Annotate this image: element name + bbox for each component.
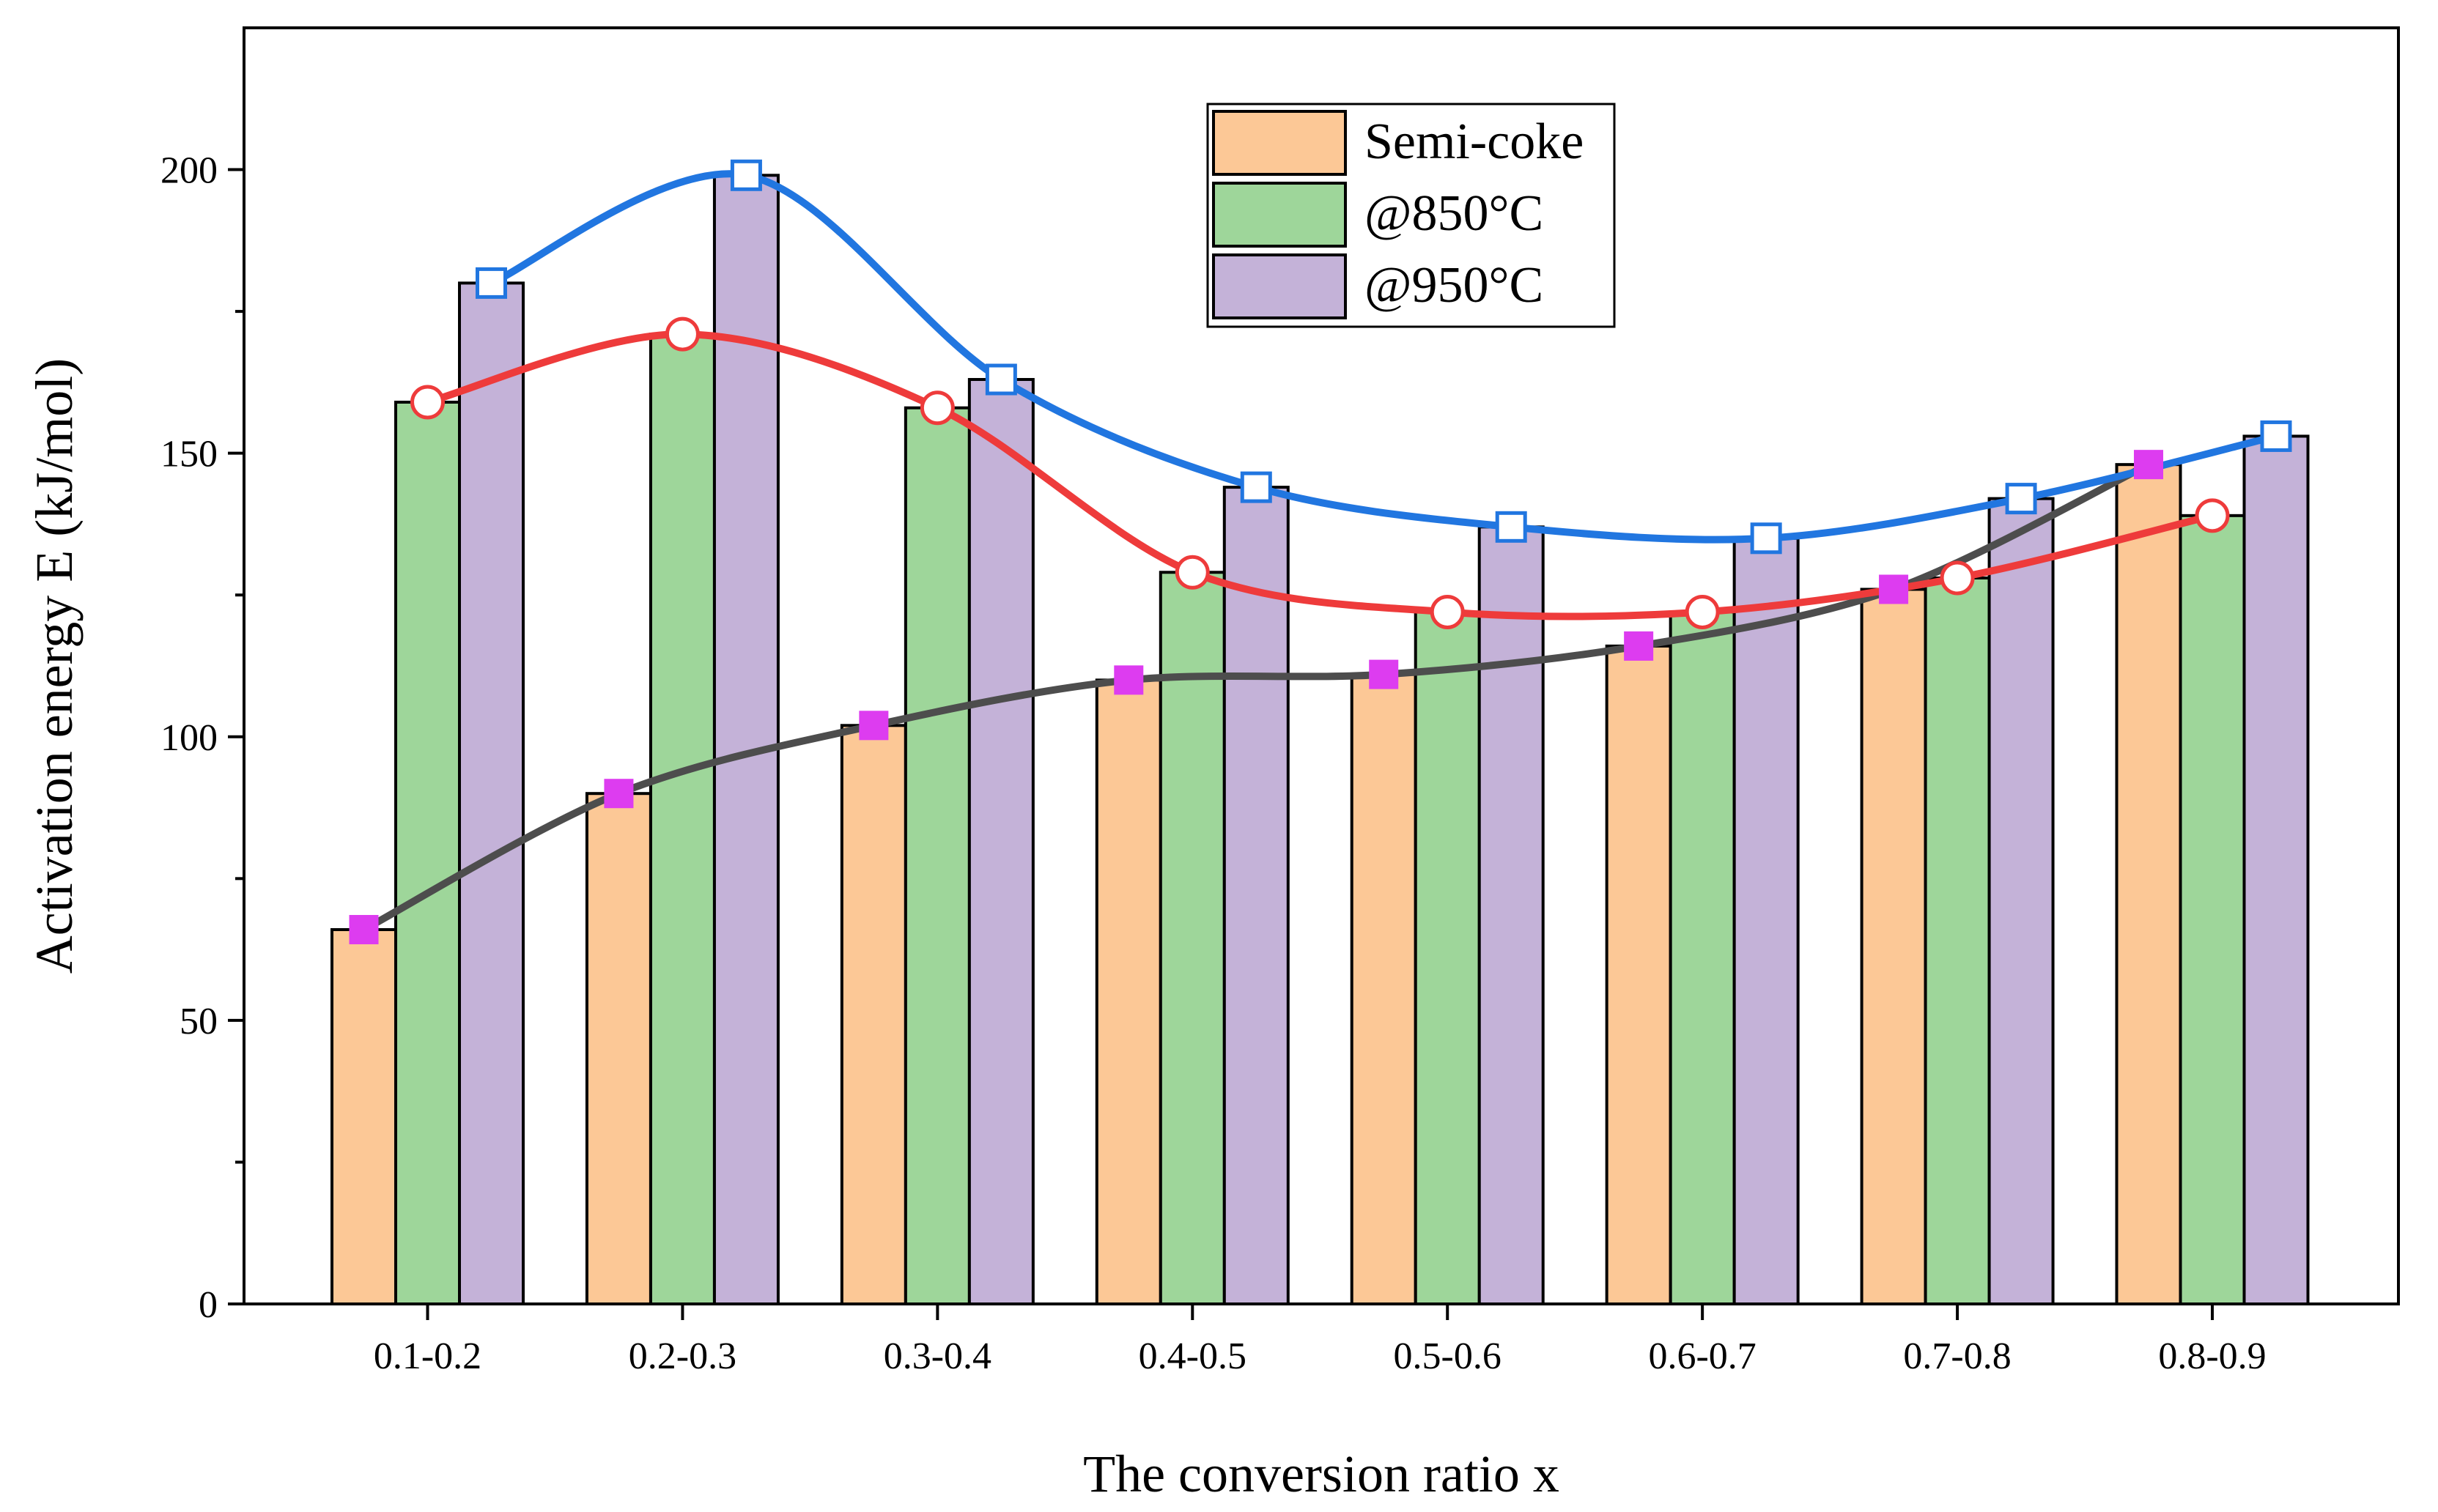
legend-swatch-1: [1212, 182, 1347, 248]
legend: Semi-coke @850°C @950°C: [1206, 103, 1616, 328]
bar-1-3: [1159, 571, 1226, 1305]
marker-0-0: [349, 915, 379, 945]
bar-0-6: [1860, 588, 1927, 1305]
legend-swatch-0: [1212, 110, 1347, 176]
bar-1-1: [649, 333, 716, 1306]
marker-1-4: [1430, 594, 1465, 629]
bar-0-5: [1605, 644, 1672, 1305]
marker-0-7: [2134, 450, 2164, 480]
legend-label-1: @850°C: [1364, 185, 1543, 242]
bar-2-4: [1477, 525, 1545, 1305]
x-tick-label: 0.3-0.4: [884, 1335, 991, 1377]
trend-line-2: [487, 170, 2280, 544]
bar-2-6: [1987, 497, 2055, 1305]
marker-1-7: [2195, 498, 2230, 533]
y-tick-label: 200: [160, 150, 218, 192]
bar-0-4: [1350, 672, 1417, 1305]
marker-0-5: [1624, 631, 1654, 661]
legend-swatch-2: [1212, 253, 1347, 319]
x-axis: 0.1-0.2 0.2-0.3 0.3-0.4 0.4-0.5 0.5-0.6 0.6-0…: [374, 1304, 2267, 1377]
marker-1-1: [665, 316, 700, 352]
y-tick-label: 0: [199, 1284, 218, 1326]
bar-2-2: [967, 378, 1035, 1305]
bar-1-4: [1414, 610, 1481, 1305]
marker-1-2: [920, 390, 955, 426]
bar-1-6: [1924, 576, 1991, 1305]
bar-2-7: [2242, 434, 2310, 1306]
marker-0-6: [1879, 574, 1909, 604]
marker-2-4: [1495, 511, 1527, 543]
trend-line-layer: [360, 170, 2280, 934]
marker-2-2: [985, 363, 1017, 396]
x-tick-label: 0.2-0.3: [629, 1335, 736, 1377]
y-axis: 0 50 100 150 200: [160, 150, 244, 1326]
bar-0-0: [330, 928, 398, 1305]
x-tick-label: 0.6-0.7: [1648, 1335, 1756, 1377]
marker-1-6: [1940, 560, 1975, 596]
y-axis-title: Activation energy E (kJ/mol): [25, 358, 84, 974]
bar-layer: [330, 174, 2310, 1306]
bar-1-7: [2179, 514, 2246, 1306]
marker-2-5: [1750, 522, 1782, 555]
x-axis-title: The conversion ratio x: [1083, 1445, 1559, 1503]
bar-2-3: [1222, 486, 1290, 1305]
bar-0-1: [585, 792, 652, 1305]
bar-2-1: [712, 174, 780, 1306]
marker-0-1: [604, 779, 634, 809]
x-tick-label: 0.8-0.9: [2158, 1335, 2266, 1377]
marker-2-3: [1240, 471, 1272, 503]
x-tick-label: 0.7-0.8: [1903, 1335, 2011, 1377]
marker-2-0: [476, 267, 508, 299]
marker-1-0: [410, 385, 446, 420]
marker-2-6: [2005, 483, 2037, 515]
marker-layer: [349, 159, 2292, 945]
y-tick-label: 50: [180, 1001, 218, 1042]
plot-frame: [243, 26, 2400, 1305]
marker-1-3: [1175, 555, 1210, 590]
trend-line-0: [360, 461, 2153, 934]
x-tick-label: 0.4-0.5: [1139, 1335, 1246, 1377]
trend-line-1: [424, 330, 2217, 620]
legend-label-2: @950°C: [1364, 257, 1543, 314]
marker-0-2: [859, 711, 889, 741]
x-tick-label: 0.5-0.6: [1394, 1335, 1501, 1377]
bar-2-0: [458, 281, 525, 1305]
marker-2-1: [730, 159, 762, 191]
bar-0-3: [1095, 678, 1162, 1305]
legend-label-0: Semi-coke: [1364, 114, 1584, 170]
bar-1-0: [394, 400, 462, 1305]
bar-0-7: [2115, 463, 2182, 1305]
bar-1-5: [1669, 610, 1736, 1305]
marker-0-3: [1114, 665, 1144, 695]
marker-1-5: [1685, 594, 1720, 629]
marker-0-4: [1369, 659, 1399, 689]
bar-1-2: [904, 406, 971, 1305]
marker-2-7: [2260, 420, 2292, 452]
x-tick-label: 0.1-0.2: [374, 1335, 481, 1377]
y-tick-label: 150: [160, 434, 218, 475]
bar-0-2: [840, 724, 907, 1305]
y-tick-label: 100: [160, 717, 218, 759]
bar-2-5: [1732, 536, 1800, 1305]
